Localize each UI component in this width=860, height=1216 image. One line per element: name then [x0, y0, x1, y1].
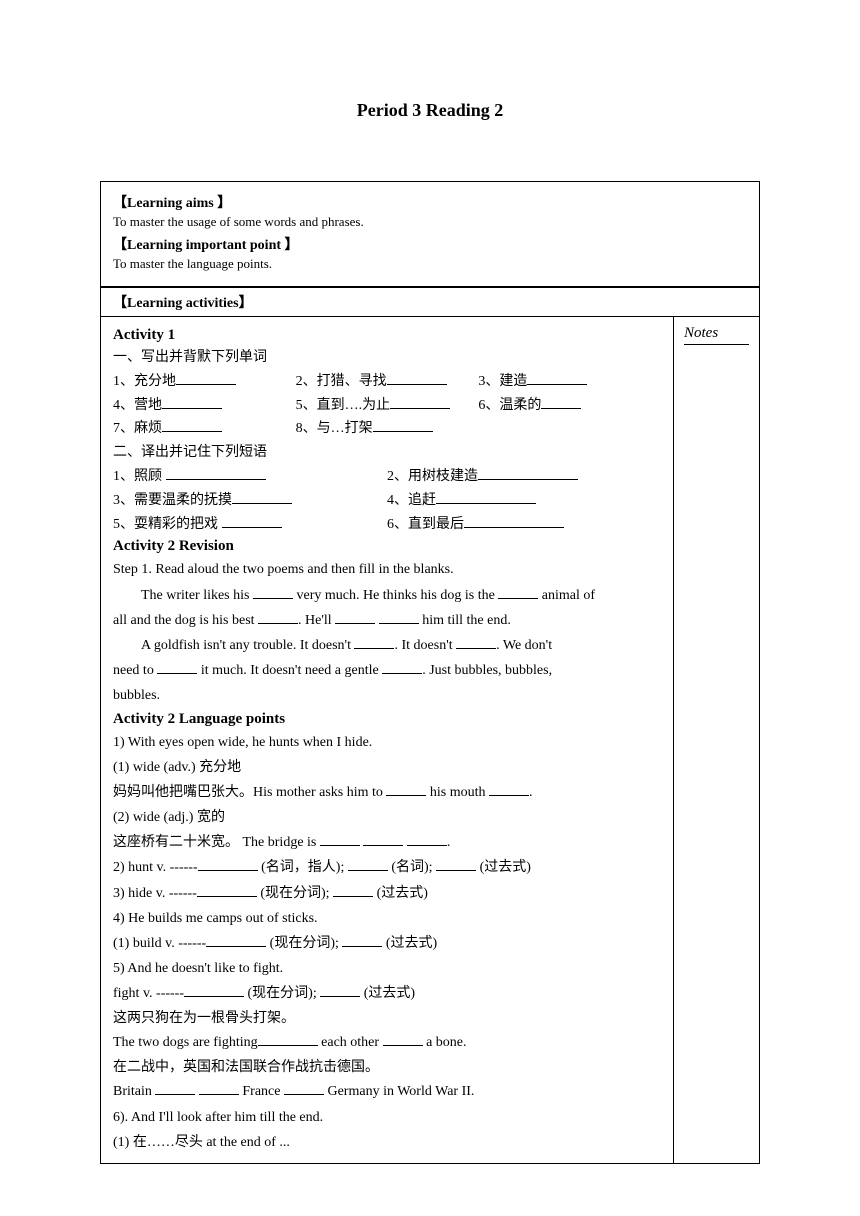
vocab-item: 8、与…打架	[296, 421, 373, 436]
phrase-item: 3、需要温柔的抚摸	[113, 493, 232, 508]
activities-header: 【Learning activities】	[101, 288, 759, 317]
activities-label: 【Learning activities】	[113, 296, 253, 311]
lang-point: 6). And I'll look after him till the end…	[113, 1105, 661, 1130]
lang-point: 5) And he doesn't like to fight.	[113, 956, 661, 981]
step-text: Step 1. Read aloud the two poems and the…	[113, 557, 661, 582]
phrase-item: 5、耍精彩的把戏	[113, 517, 218, 532]
lang-point: 这两只狗在为一根骨头打架。	[113, 1007, 661, 1031]
fill-line: need to it much. It doesn't need a gentl…	[113, 658, 661, 683]
learning-point-label: 【Learning important point 】	[113, 234, 747, 254]
phrase-item: 1、照顾	[113, 469, 162, 484]
phrase-item: 6、直到最后	[387, 517, 464, 532]
phrase-row: 1、照顾 2、用树枝建造	[113, 465, 661, 489]
lang-point: (1) 在……尽头 at the end of ...	[113, 1130, 661, 1155]
vocab-row: 1、充分地 2、打猎、寻找 3、建造	[113, 370, 661, 394]
lang-point: 4) He builds me camps out of sticks.	[113, 906, 661, 931]
worksheet-table: 【Learning aims 】 To master the usage of …	[100, 181, 760, 1164]
lang-point: (1) build v. ------ (现在分词); (过去式)	[113, 931, 661, 956]
lang-point: 1) With eyes open wide, he hunts when I …	[113, 730, 661, 755]
notes-label: Notes	[684, 325, 749, 345]
lang-point: 这座桥有二十米宽。 The bridge is .	[113, 830, 661, 855]
lang-point: 2) hunt v. ------ (名词，指人); (名词); (过去式)	[113, 855, 661, 880]
vocab-row: 4、营地 5、直到….为止 6、温柔的	[113, 394, 661, 418]
header-section: 【Learning aims 】 To master the usage of …	[101, 182, 759, 288]
learning-aims-label: 【Learning aims 】	[113, 192, 747, 212]
vocab-item: 6、温柔的	[478, 398, 541, 413]
activity1-title: Activity 1	[113, 327, 661, 344]
fill-line: all and the dog is his best . He'll him …	[113, 608, 661, 633]
learning-aims-text: To master the usage of some words and ph…	[113, 214, 747, 230]
learning-point-text: To master the language points.	[113, 256, 747, 272]
lang-point: The two dogs are fighting each other a b…	[113, 1030, 661, 1055]
vocab-row: 7、麻烦 8、与…打架	[113, 417, 661, 441]
lang-point: (1) wide (adv.) 充分地	[113, 755, 661, 780]
content-row: Activity 1 一、写出并背默下列单词 1、充分地 2、打猎、寻找 3、建…	[101, 317, 759, 1163]
lang-point: (2) wide (adj.) 宽的	[113, 805, 661, 830]
vocab-sub2: 二、译出并记住下列短语	[113, 441, 661, 465]
fill-line: bubbles.	[113, 683, 661, 708]
activity2a-title: Activity 2 Revision	[113, 538, 661, 555]
lang-point: 在二战中，英国和法国联合作战抗击德国。	[113, 1056, 661, 1080]
phrase-row: 3、需要温柔的抚摸 4、追赶	[113, 489, 661, 513]
main-column: Activity 1 一、写出并背默下列单词 1、充分地 2、打猎、寻找 3、建…	[101, 317, 674, 1163]
lang-point: 妈妈叫他把嘴巴张大。His mother asks him to his mou…	[113, 780, 661, 805]
phrase-item: 2、用树枝建造	[387, 469, 478, 484]
notes-column: Notes	[674, 317, 759, 1163]
fill-line: The writer likes his very much. He think…	[113, 583, 661, 608]
vocab-item: 3、建造	[478, 374, 527, 389]
page-title: Period 3 Reading 2	[100, 100, 760, 121]
activity2b-title: Activity 2 Language points	[113, 711, 661, 728]
fill-line: A goldfish isn't any trouble. It doesn't…	[113, 633, 661, 658]
vocab-item: 5、直到….为止	[296, 398, 391, 413]
lang-point: Britain France Germany in World War II.	[113, 1079, 661, 1104]
vocab-item: 1、充分地	[113, 374, 176, 389]
lang-point: fight v. ------ (现在分词); (过去式)	[113, 981, 661, 1006]
vocab-item: 4、营地	[113, 398, 162, 413]
phrase-item: 4、追赶	[387, 493, 436, 508]
vocab-item: 2、打猎、寻找	[296, 374, 387, 389]
vocab-item: 7、麻烦	[113, 421, 162, 436]
phrase-row: 5、耍精彩的把戏 6、直到最后	[113, 513, 661, 537]
vocab-sub1: 一、写出并背默下列单词	[113, 346, 661, 370]
lang-point: 3) hide v. ------ (现在分词); (过去式)	[113, 881, 661, 906]
